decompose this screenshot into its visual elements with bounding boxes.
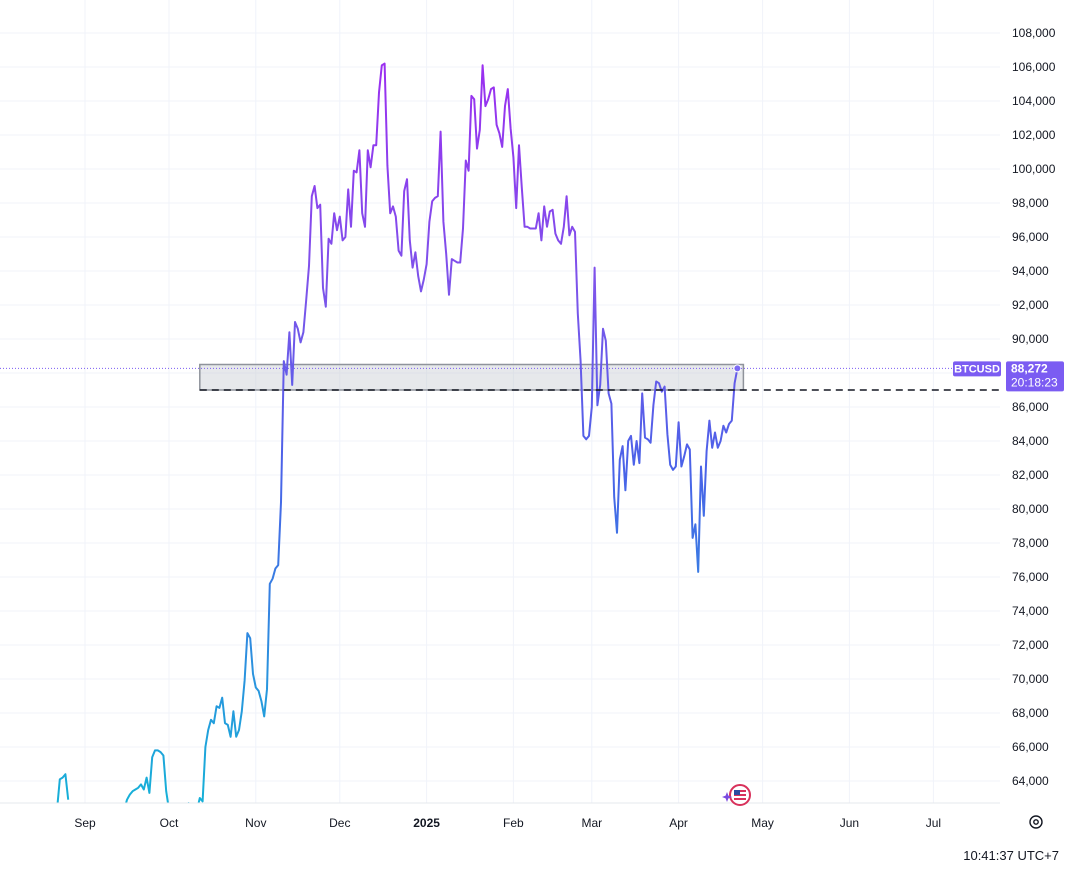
y-tick-label: 84,000 xyxy=(1012,434,1049,448)
y-tick-label: 86,000 xyxy=(1012,400,1049,414)
clock-timezone[interactable]: 10:41:37 UTC+7 xyxy=(963,848,1059,863)
y-tick-label: 68,000 xyxy=(1012,706,1049,720)
y-tick-label: 72,000 xyxy=(1012,638,1049,652)
y-tick-label: 108,000 xyxy=(1012,26,1056,40)
y-tick-label: 64,000 xyxy=(1012,774,1049,788)
x-tick-label: Oct xyxy=(160,816,179,830)
x-tick-label: Sep xyxy=(74,816,96,830)
y-tick-label: 96,000 xyxy=(1012,230,1049,244)
x-tick-label: Jun xyxy=(840,816,859,830)
price-axis[interactable]: 64,000 66,000 68,000 70,000 72,000 74,000 76,0… xyxy=(1012,26,1056,788)
price-series xyxy=(56,62,742,803)
last-point-marker xyxy=(733,364,742,373)
y-tick-label: 80,000 xyxy=(1012,502,1049,516)
y-tick-label: 76,000 xyxy=(1012,570,1049,584)
series-line xyxy=(56,773,70,803)
dashed-level-line xyxy=(0,367,1000,391)
time-axis[interactable]: Sep Oct Nov Dec 2025 Feb Mar Apr May Jun Jul xyxy=(74,816,941,830)
y-tick-label: 104,000 xyxy=(1012,94,1056,108)
y-tick-label: 94,000 xyxy=(1012,264,1049,278)
x-tick-label: Feb xyxy=(503,816,524,830)
symbol-badge-bg xyxy=(953,361,1001,377)
y-tick-label: 106,000 xyxy=(1012,60,1056,74)
price-badge-bg xyxy=(1006,361,1064,392)
x-tick-label: Nov xyxy=(245,816,266,830)
sparkle-icon xyxy=(722,792,732,802)
y-tick-label: 100,000 xyxy=(1012,162,1056,176)
y-tick-label: 78,000 xyxy=(1012,536,1049,550)
x-tick-label: Dec xyxy=(329,816,350,830)
gear-icon[interactable] xyxy=(1029,815,1043,829)
y-tick-label: 66,000 xyxy=(1012,740,1049,754)
x-tick-label: Jul xyxy=(926,816,941,830)
x-tick-label: Mar xyxy=(581,816,602,830)
x-tick-label: May xyxy=(751,816,774,830)
x-tick-label: Apr xyxy=(669,816,688,830)
price-badge-countdown: 20:18:23 xyxy=(1011,375,1058,389)
symbol-badge-text: BTCUSD xyxy=(954,363,1000,375)
y-tick-label: 92,000 xyxy=(1012,298,1049,312)
y-tick-label: 74,000 xyxy=(1012,604,1049,618)
y-tick-label: 90,000 xyxy=(1012,332,1049,346)
x-tick-label: 2025 xyxy=(413,816,440,830)
series-line xyxy=(125,749,169,803)
y-tick-label: 70,000 xyxy=(1012,672,1049,686)
us-flag-icon[interactable] xyxy=(729,784,751,806)
y-tick-label: 98,000 xyxy=(1012,196,1049,210)
price-badge-value: 88,272 xyxy=(1011,361,1048,375)
grid-lines xyxy=(0,0,1000,803)
y-tick-label: 82,000 xyxy=(1012,468,1049,482)
y-tick-label: 102,000 xyxy=(1012,128,1056,142)
series-line xyxy=(187,62,739,803)
